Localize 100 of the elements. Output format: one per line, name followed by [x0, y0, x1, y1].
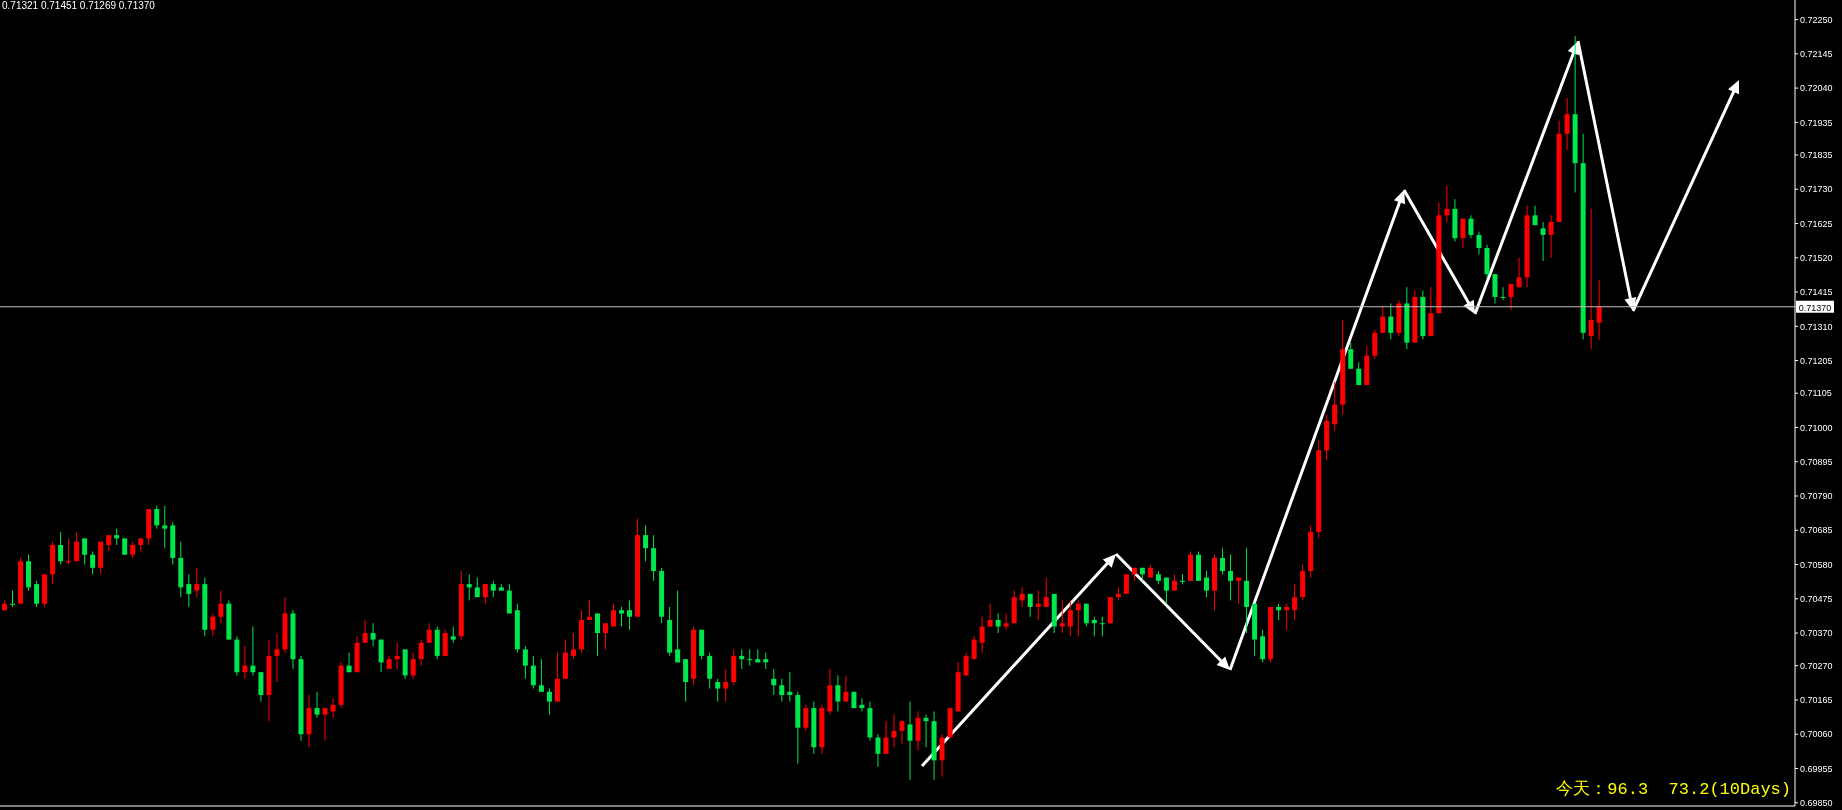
candlestick: [707, 652, 713, 690]
candlestick: [58, 531, 64, 566]
candlestick: [242, 645, 248, 680]
candlestick: [787, 671, 793, 703]
candlestick: [907, 701, 913, 781]
candlestick: [194, 567, 200, 598]
candlestick: [210, 612, 216, 637]
candlestick: [1019, 586, 1025, 608]
candlestick: [330, 697, 336, 719]
candlestick: [162, 505, 168, 549]
candlestick: [1500, 286, 1506, 301]
candlestick: [1444, 185, 1450, 223]
candlestick: [611, 603, 617, 628]
candlestick: [1588, 208, 1594, 350]
y-tick-label: 0.71520: [1800, 252, 1833, 263]
candlestick: [1043, 577, 1049, 608]
y-tick-label: 0.70270: [1800, 660, 1833, 671]
candlestick: [923, 714, 929, 748]
candlestick: [66, 537, 72, 566]
y-tick-label: 0.70685: [1800, 525, 1833, 536]
y-tick-label: 0.70370: [1800, 628, 1833, 639]
y-tick-label: 0.72040: [1800, 83, 1833, 94]
candlestick: [1067, 599, 1073, 637]
candlestick: [803, 704, 809, 732]
candlestick: [1284, 603, 1290, 631]
candlestick: [899, 720, 905, 745]
candlestick: [570, 632, 576, 660]
candlestick: [10, 590, 16, 608]
candlestick: [1179, 573, 1185, 585]
y-tick-label: 0.70580: [1800, 559, 1833, 570]
candlestick: [723, 668, 729, 703]
candlestick: [843, 674, 849, 703]
y-tick-label: 0.71205: [1800, 355, 1833, 366]
candlestick: [410, 652, 416, 680]
candlestick: [987, 603, 993, 628]
candlestick: [506, 583, 512, 614]
candlestick: [1468, 214, 1474, 239]
candlestick: [1516, 257, 1522, 288]
candlestick: [1099, 616, 1105, 637]
candlestick: [1091, 616, 1097, 637]
y-tick-label: 0.71935: [1800, 117, 1833, 128]
y-tick-label: 0.70895: [1800, 456, 1833, 467]
candlestick: [1380, 306, 1386, 334]
candlestick: [1236, 577, 1242, 605]
candlestick: [747, 648, 753, 667]
candlestick: [1596, 279, 1602, 341]
candlestick: [1123, 573, 1129, 595]
candlestick: [370, 622, 376, 647]
y-tick-label: 0.69955: [1800, 763, 1833, 774]
candlestick: [859, 697, 865, 712]
candlestick: [322, 707, 328, 742]
candlestick: [1260, 629, 1266, 663]
y-tick-label: 0.71415: [1800, 287, 1833, 298]
ref-line-label: 0.71370: [1798, 302, 1832, 313]
candlestick: [675, 590, 681, 663]
candlestick: [1372, 329, 1378, 360]
candlestick: [1428, 286, 1434, 337]
y-tick-label: 0.72145: [1800, 49, 1833, 60]
candlestick: [627, 599, 633, 631]
y-tick-label: 0.70060: [1800, 729, 1833, 740]
candlestick: [779, 678, 785, 703]
candlestick: [394, 642, 400, 670]
candlestick: [530, 655, 536, 690]
candlestick: [274, 632, 280, 683]
annotation: 0.71321 0.71451 0.71269 0.71370: [2, 0, 155, 11]
y-tick-label: 0.71000: [1800, 422, 1833, 433]
candlestick: [875, 733, 881, 768]
candlestick: [258, 671, 264, 703]
candlestick: [771, 668, 777, 696]
candlestick: [1292, 583, 1298, 621]
candlestick: [442, 629, 448, 657]
candlestick: [1204, 570, 1210, 598]
candlestick: [522, 645, 528, 680]
annotation: 今天：96.3 73.2(10Days): [1556, 779, 1791, 800]
candlestick: [995, 612, 1001, 634]
candlestick: [915, 710, 921, 752]
candlestick: [1492, 273, 1498, 304]
candlestick: [1460, 218, 1466, 249]
candlestick: [1548, 214, 1554, 259]
candlestick: [466, 573, 472, 601]
candlestick: [979, 616, 985, 654]
candlestick: [939, 733, 945, 778]
candlestick: [34, 580, 40, 608]
candlestick: [74, 531, 80, 562]
candlestick: [891, 714, 897, 748]
candlestick: [1508, 283, 1514, 311]
candlestick: [1332, 381, 1338, 432]
candlestick: [1388, 302, 1394, 340]
candlestick: [538, 658, 544, 693]
candlestick: [1059, 599, 1065, 634]
candlestick: [426, 622, 432, 644]
candlestick: [603, 622, 608, 650]
candlestick: [1228, 554, 1234, 601]
y-tick-label: 0.69850: [1800, 797, 1833, 808]
candlestick: [82, 537, 88, 566]
candlestick: [683, 658, 689, 703]
candlestick: [482, 583, 488, 605]
y-tick-label: 0.71730: [1800, 184, 1833, 195]
candlestick: [362, 619, 368, 644]
y-tick-label: 0.71625: [1800, 218, 1833, 229]
